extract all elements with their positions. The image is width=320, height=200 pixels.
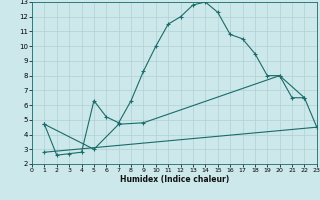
X-axis label: Humidex (Indice chaleur): Humidex (Indice chaleur) — [120, 175, 229, 184]
